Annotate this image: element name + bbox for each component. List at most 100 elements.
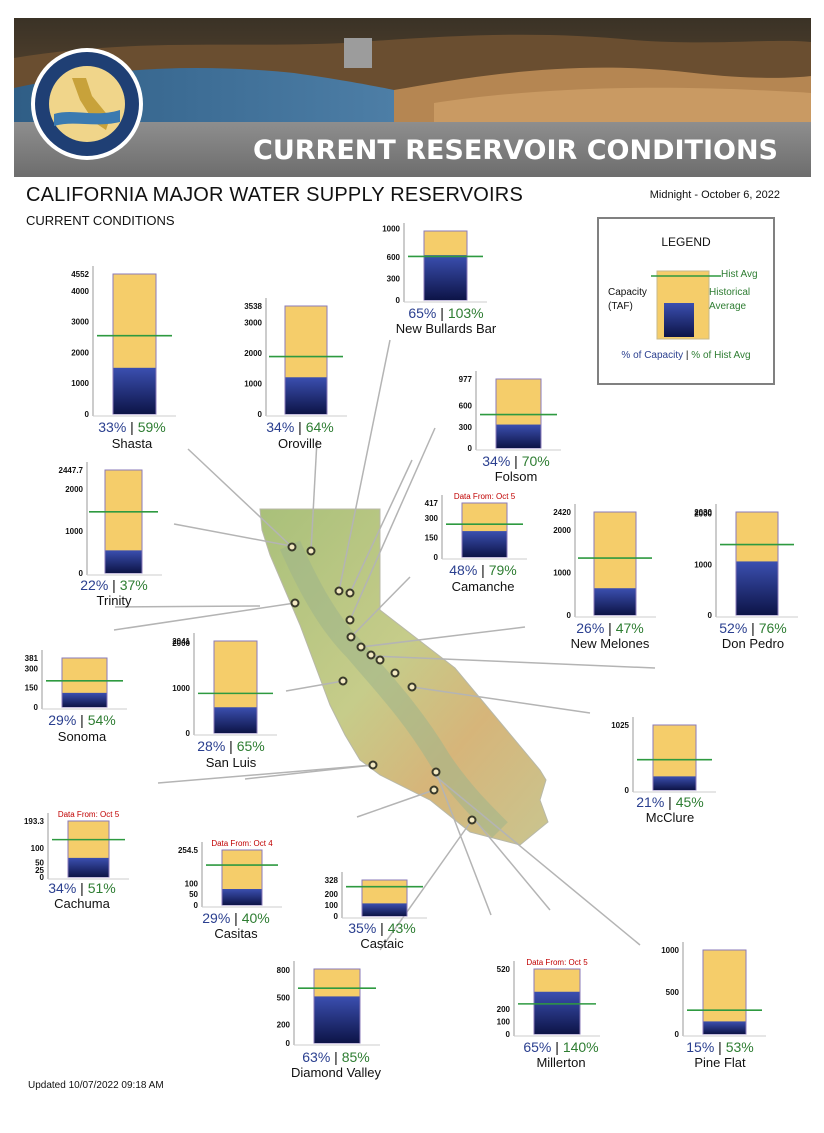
legend-pct-capacity: % of Capacity — [621, 350, 684, 361]
y-tick-label: 1025 — [611, 721, 629, 730]
reservoir-name: Casitas — [214, 926, 258, 941]
reservoir-name: Camanche — [452, 579, 515, 594]
percent-labels: 65% | 103% — [408, 305, 483, 321]
y-tick-label: 100 — [325, 901, 339, 910]
y-tick-label: 500 — [277, 993, 291, 1002]
percent-labels: 65% | 140% — [523, 1039, 598, 1055]
y-tick-label: 4000 — [71, 287, 89, 296]
percent-labels: 63% | 85% — [302, 1049, 369, 1065]
y-tick-label: 1000 — [71, 379, 89, 388]
pct-hist-label: 64% — [306, 419, 334, 435]
legend-separator: | — [685, 350, 689, 361]
y-tick-label: 25 — [35, 866, 44, 875]
percent-labels: 15% | 53% — [686, 1039, 753, 1055]
percent-labels: 34% | 51% — [48, 880, 115, 896]
y-tick-label: 254.5 — [178, 846, 199, 855]
pct-separator: | — [126, 419, 137, 435]
percent-labels: 28% | 65% — [197, 738, 264, 754]
reservoir-chart-camanche: 0 150 300 417 48% | 79%Camanche Data From: Oc… — [425, 492, 527, 594]
pct-capacity-label: 52% — [719, 620, 747, 636]
storage-bar — [424, 255, 467, 300]
reservoir-chart-shasta: 0 1000 2000 3000 4000 4552 33% | 59%Shasta — [71, 266, 176, 451]
pct-capacity-label: 35% — [348, 920, 376, 936]
y-tick-label: 328 — [325, 876, 339, 885]
y-tick-label: 381 — [25, 654, 39, 663]
y-tick-label: 0 — [434, 553, 439, 562]
storage-bar — [214, 707, 257, 733]
legend-percent-key: % of Capacity | % of Hist Avg — [599, 350, 773, 361]
y-tick-label: 2030 — [694, 508, 712, 517]
pct-capacity-label: 48% — [449, 562, 477, 578]
percent-labels: 26% | 47% — [576, 620, 643, 636]
reservoir-name: Shasta — [112, 436, 153, 451]
pct-hist-label: 37% — [120, 577, 148, 593]
y-tick-label: 0 — [186, 729, 191, 738]
reservoir-chart-mcclure: 0 1025 21% | 45%McClure — [611, 717, 716, 825]
percent-labels: 22% | 37% — [80, 577, 147, 593]
pct-hist-label: 47% — [616, 620, 644, 636]
y-tick-label: 600 — [459, 402, 473, 411]
y-tick-label: 0 — [396, 296, 401, 305]
reservoir-name: Pine Flat — [694, 1055, 746, 1070]
legend-sample-bar — [651, 270, 721, 340]
y-tick-label: 2000 — [172, 639, 190, 648]
pct-capacity-label: 28% — [197, 738, 225, 754]
legend-panel: LEGEND Hist Avg Capacity (TAF) Historica… — [597, 217, 775, 385]
pct-hist-label: 59% — [138, 419, 166, 435]
y-tick-label: 1000 — [65, 527, 83, 536]
reservoir-chart-trinity: 0 1000 2000 2447.7 22% | 37%Trinity — [59, 462, 162, 608]
storage-bar — [68, 857, 109, 877]
data-date-note: Data From: Oct 5 — [454, 492, 516, 501]
percent-labels: 29% | 40% — [202, 910, 269, 926]
y-tick-label: 2000 — [694, 510, 712, 519]
pct-separator: | — [330, 1049, 341, 1065]
y-tick-label: 100 — [31, 844, 45, 853]
y-tick-label: 4552 — [71, 270, 89, 279]
pct-separator: | — [76, 880, 87, 896]
storage-bar — [222, 889, 262, 905]
pct-capacity-label: 22% — [80, 577, 108, 593]
pct-hist-label: 51% — [88, 880, 116, 896]
y-tick-label: 300 — [387, 275, 401, 284]
pct-capacity-label: 34% — [48, 880, 76, 896]
y-tick-label: 0 — [79, 569, 84, 578]
pct-hist-label: 140% — [563, 1039, 599, 1055]
pct-separator: | — [225, 738, 236, 754]
pct-hist-label: 43% — [388, 920, 416, 936]
pct-separator: | — [230, 910, 241, 926]
pct-capacity-label: 29% — [48, 712, 76, 728]
y-tick-label: 0 — [567, 611, 572, 620]
storage-bar — [314, 996, 360, 1043]
banner-title: CURRENT RESERVOIR CONDITIONS — [253, 135, 778, 166]
pct-capacity-label: 65% — [408, 305, 436, 321]
data-date-note: Data From: Oct 5 — [58, 810, 120, 819]
percent-labels: 34% | 64% — [266, 419, 333, 435]
y-tick-label: 300 — [459, 423, 473, 432]
pct-separator: | — [604, 620, 615, 636]
y-tick-label: 0 — [506, 1030, 511, 1039]
y-tick-label: 0 — [40, 873, 45, 882]
pct-capacity-label: 34% — [266, 419, 294, 435]
pct-capacity-label: 15% — [686, 1039, 714, 1055]
y-tick-label: 50 — [189, 890, 198, 899]
reservoir-name: Trinity — [97, 593, 132, 608]
pct-separator: | — [477, 562, 488, 578]
reservoir-chart-castaic: 0 100 200 328 35% | 43%Castaic — [325, 872, 427, 951]
legend-title: LEGEND — [661, 235, 711, 249]
y-tick-label: 2000 — [71, 348, 89, 357]
storage-bar — [736, 561, 778, 615]
y-tick-label: 0 — [334, 912, 339, 921]
pct-hist-label: 53% — [726, 1039, 754, 1055]
pct-separator: | — [76, 712, 87, 728]
pct-hist-label: 103% — [448, 305, 484, 321]
pct-capacity-label: 21% — [636, 794, 664, 810]
storage-bar — [703, 1021, 746, 1034]
reservoir-markers — [287, 542, 477, 825]
pct-separator: | — [664, 794, 675, 810]
reservoir-name: Don Pedro — [722, 636, 784, 651]
storage-bar — [594, 588, 636, 615]
data-date-note: Data From: Oct 5 — [526, 958, 588, 967]
